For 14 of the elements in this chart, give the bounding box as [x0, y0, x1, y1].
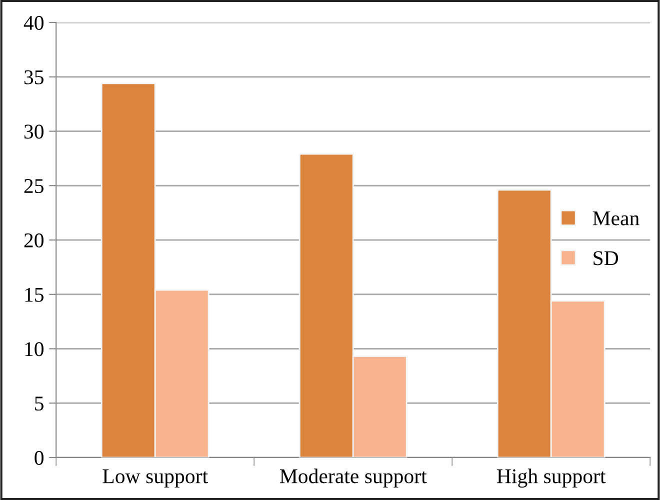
y-tick-label: 15 — [25, 288, 44, 302]
y-tick-label: 30 — [24, 124, 44, 139]
y-tick-label: 20 — [24, 233, 44, 248]
x-tick-label: Moderate support — [280, 468, 427, 488]
y-tick-label: 0 — [34, 450, 44, 465]
y-tick-label: 25 — [24, 179, 44, 194]
x-tick-label: Low support — [102, 469, 208, 488]
legend-label: SD — [594, 251, 618, 266]
legend-label: Mean — [592, 212, 640, 226]
y-tick-label: 40 — [24, 16, 44, 30]
y-tick-label: 10 — [25, 342, 44, 356]
y-tick-label: 35 — [24, 70, 44, 84]
y-tick-label: 5 — [35, 396, 44, 411]
x-tick-label: High support — [497, 468, 606, 488]
